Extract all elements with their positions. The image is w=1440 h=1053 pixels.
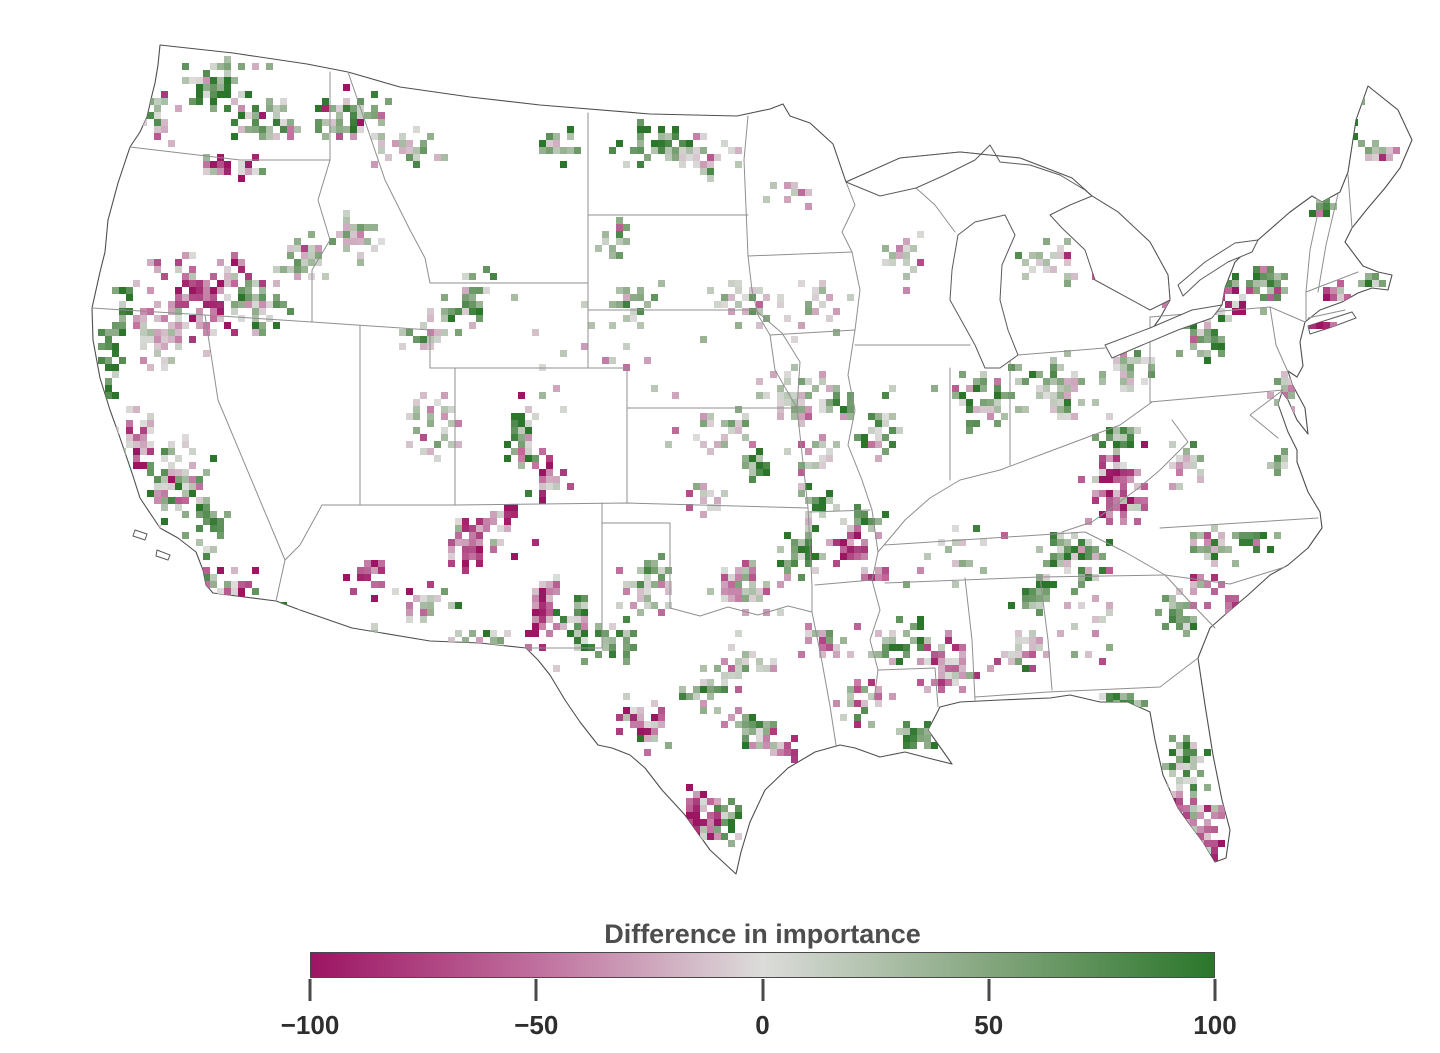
lake-erie — [1104, 304, 1223, 359]
colorbar-tick — [987, 979, 991, 1001]
colorbar-tick-label: 0 — [755, 1010, 770, 1040]
lake-huron — [1049, 195, 1171, 311]
colorbar-tick-label: −50 — [514, 1010, 559, 1040]
colorbar-tick — [534, 979, 538, 1001]
channel-islands — [132, 529, 171, 561]
colorbar-tick — [761, 979, 764, 1001]
colorbar-tick — [308, 979, 312, 1001]
colorbar-tick — [1213, 979, 1217, 1001]
colorbar-gradient — [310, 952, 1215, 978]
colorbar-tick-label: 50 — [974, 1010, 1004, 1040]
colorbar-tick-label: 100 — [1193, 1010, 1237, 1040]
great-lakes — [845, 144, 1259, 369]
lake-ontario — [1177, 239, 1259, 297]
state-borders — [91, 71, 1359, 746]
colorbar-title: Difference in importance — [604, 919, 921, 949]
colorbar-ticks: −100 −50 0 50 100 — [281, 978, 1237, 1048]
lake-michigan — [949, 214, 1019, 369]
colorbar-tick-label: −100 — [280, 1010, 340, 1040]
lake-superior — [845, 144, 1093, 197]
